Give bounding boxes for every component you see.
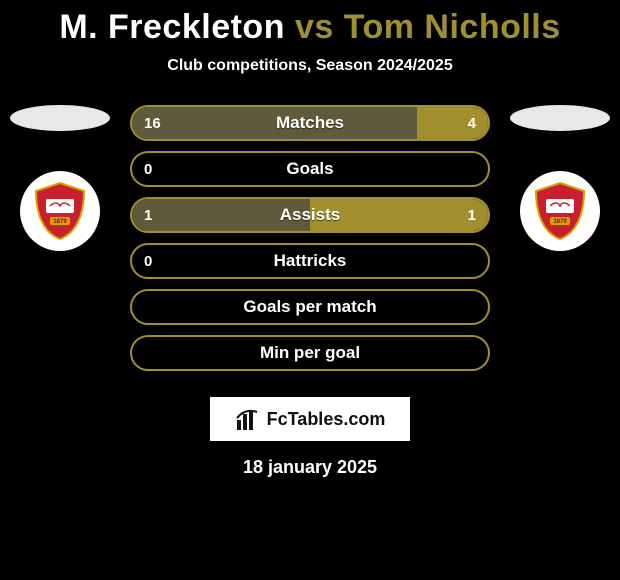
bar-value-right: 1 <box>468 199 476 231</box>
bar-label: Min per goal <box>132 337 488 369</box>
brand-logo: FcTables.com <box>210 397 410 441</box>
title-player1: M. Freckleton <box>59 8 285 46</box>
player2-avatar-placeholder <box>510 105 610 131</box>
bar-value-left: 1 <box>144 199 152 231</box>
player1-avatar-placeholder <box>10 105 110 131</box>
bar-label: Goals per match <box>132 291 488 323</box>
stat-bar-row: Hattricks0 <box>130 243 490 279</box>
brand-text: FcTables.com <box>267 409 386 430</box>
stat-bars: Matches164Goals0Assists11Hattricks0Goals… <box>130 105 490 381</box>
title-player2: Tom Nicholls <box>344 8 561 46</box>
bar-value-left: 0 <box>144 153 152 185</box>
shield-icon: 1879 <box>528 179 592 243</box>
badge-year: 1879 <box>553 219 567 225</box>
bar-label: Assists <box>132 199 488 231</box>
bar-label: Hattricks <box>132 245 488 277</box>
footer-date: 18 january 2025 <box>0 457 620 478</box>
page-title: M. Freckleton vs Tom Nicholls <box>0 0 620 47</box>
bar-value-right: 4 <box>468 107 476 139</box>
stat-bar-row: Min per goal <box>130 335 490 371</box>
player1-club-badge: 1879 <box>20 171 100 251</box>
chart-icon <box>235 406 261 432</box>
stat-bar-row: Matches16 4 <box>130 105 490 141</box>
shield-icon: 1879 <box>28 179 92 243</box>
stat-bar-row: Assists1 1 <box>130 197 490 233</box>
title-vs: vs <box>295 8 334 46</box>
stat-bar-row: Goals per match <box>130 289 490 325</box>
subtitle: Club competitions, Season 2024/2025 <box>0 57 620 75</box>
bar-value-left: 0 <box>144 245 152 277</box>
player2-column: 1879 <box>500 105 620 251</box>
comparison-body: 1879 1879 Matches164Goals0Assists11Hattr… <box>0 105 620 385</box>
player1-column: 1879 <box>0 105 120 251</box>
bar-label: Goals <box>132 153 488 185</box>
bar-value-left: 16 <box>144 107 161 139</box>
badge-year: 1879 <box>53 219 67 225</box>
stat-bar-row: Goals0 <box>130 151 490 187</box>
player2-club-badge: 1879 <box>520 171 600 251</box>
bar-label: Matches <box>132 107 488 139</box>
